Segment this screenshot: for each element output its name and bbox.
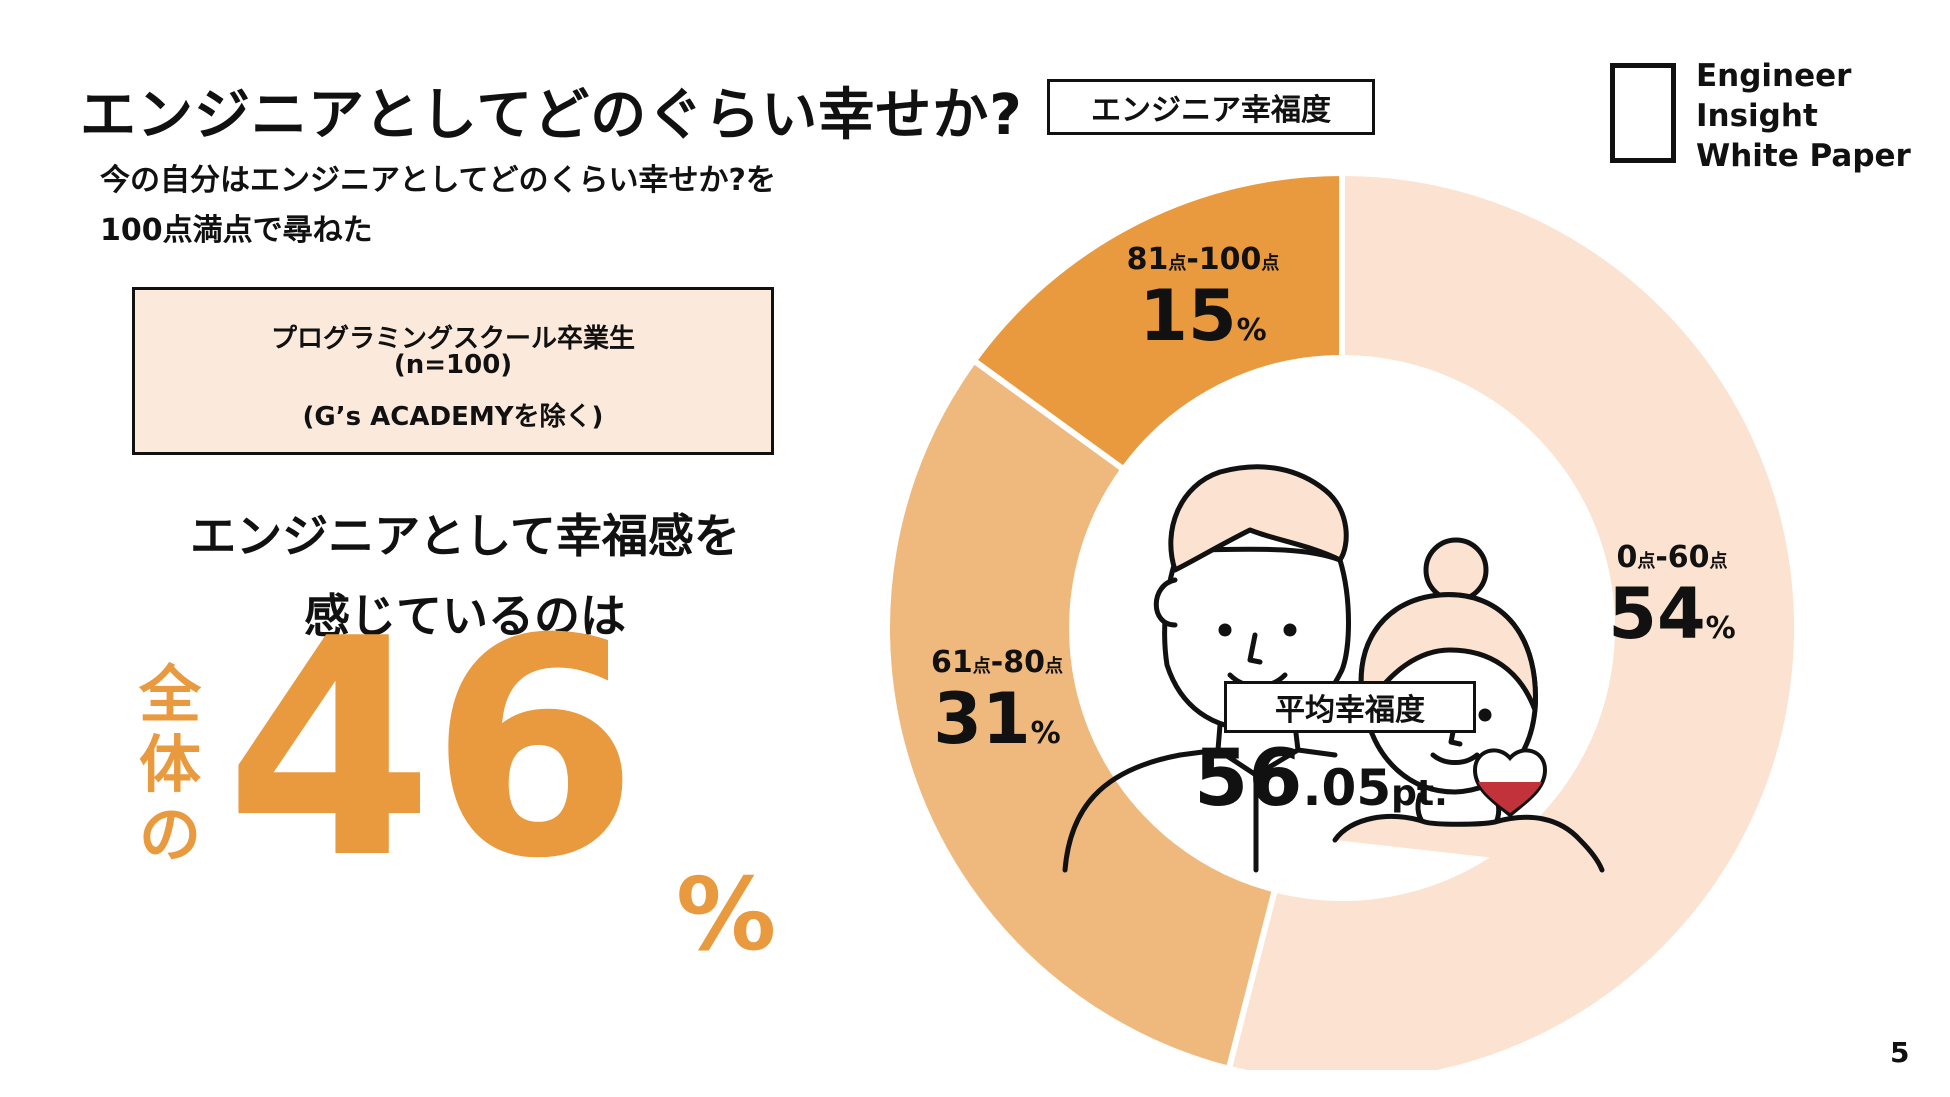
subtitle: 今の自分はエンジニアとしてどのくらい幸せか?を 100点満点で尋ねた (100, 156, 776, 256)
donut-segments (884, 169, 1800, 1070)
subtitle-line-2: 100点満点で尋ねた (100, 213, 373, 248)
headline-line-1: エンジニアとして幸福感を (190, 509, 740, 563)
big-percentage-unit: % (676, 856, 777, 973)
logo-mark (1610, 63, 1676, 163)
subtitle-line-1: 今の自分はエンジニアとしてどのくらい幸せか?を (100, 163, 776, 198)
segment-label-mid-range: 61点-80点 (931, 645, 1063, 680)
average-value-dec: .05 (1302, 759, 1392, 817)
headline-line-2: 感じているのは (304, 589, 626, 643)
segment-label-low-range: 0点-60点 (1616, 540, 1728, 575)
heart-icon (1472, 748, 1548, 818)
segment-label-high-value: 15% (1139, 275, 1267, 357)
donut-segment-mid (884, 356, 1279, 1070)
donut-chart (884, 169, 1800, 1070)
page-title: エンジニアとしてどのぐらい幸せか? (80, 83, 1023, 148)
segment-label-low-value: 54% (1608, 573, 1736, 655)
segment-label-high: 81点-100点 15% (1108, 242, 1298, 357)
donut-segment-high (969, 169, 1345, 474)
zentai-label: 全体の (138, 658, 201, 871)
average-value-unit: pt. (1391, 773, 1448, 814)
average-value-int: 56 (1194, 734, 1303, 824)
sample-line-3: (G’s ACADEMYを除く) (302, 402, 604, 432)
segment-label-high-range: 81点-100点 (1126, 242, 1280, 277)
topic-tag: エンジニア幸福度 (1047, 79, 1375, 135)
segment-label-low: 0点-60点 54% (1597, 540, 1747, 655)
segment-label-mid-value: 31% (933, 678, 1061, 760)
headline: エンジニアとして幸福感を 感じているのは (100, 496, 830, 656)
logo-line-1: Engineer (1696, 58, 1852, 94)
sample-line-2: (n=100) (393, 350, 513, 380)
page-number: 5 (1890, 1036, 1910, 1069)
average-label: 平均幸福度 (1224, 681, 1476, 733)
segment-label-mid: 61点-80点 31% (912, 645, 1082, 760)
logo-line-3: White Paper (1696, 138, 1911, 174)
average-value: 56.05pt. (1194, 740, 1448, 818)
logo-line-2: Insight (1696, 98, 1818, 134)
donut-segment-low (1225, 169, 1800, 1070)
sample-line-1: プログラミングスクール卒業生 (270, 324, 635, 354)
logo-text: Engineer Insight White Paper (1696, 56, 1911, 176)
big-percentage: 46 (225, 575, 638, 924)
sample-box: プログラミングスクール卒業生 (n=100) (G’s ACADEMYを除く) (132, 287, 774, 455)
